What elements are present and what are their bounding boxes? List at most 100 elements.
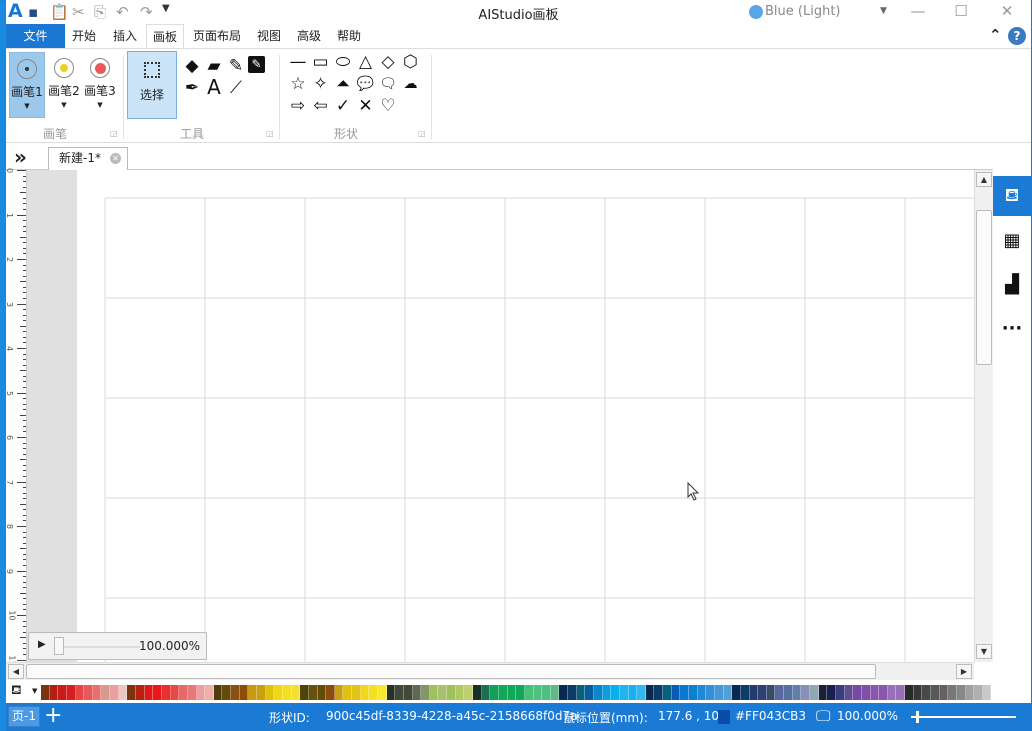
- color-swatch[interactable]: [369, 685, 378, 700]
- speech-oval-shape-icon[interactable]: 💬: [356, 76, 375, 92]
- color-swatch[interactable]: [300, 685, 309, 700]
- color-swatch[interactable]: [265, 685, 275, 700]
- color-swatch[interactable]: [429, 685, 439, 700]
- color-swatch[interactable]: [118, 685, 128, 700]
- select-button[interactable]: 选择: [127, 51, 177, 119]
- color-swatch[interactable]: [498, 685, 508, 700]
- page-tab[interactable]: 页-1: [8, 706, 40, 727]
- pen-2-button[interactable]: 画笔2 ▼: [46, 52, 82, 118]
- drawing-canvas[interactable]: [77, 170, 974, 662]
- rectangle-shape-icon[interactable]: ▭: [312, 52, 329, 72]
- scroll-right-button[interactable]: ▶: [956, 664, 972, 679]
- color-swatch[interactable]: [870, 685, 880, 700]
- color-swatch[interactable]: [602, 685, 612, 700]
- status-zoom-slider[interactable]: [911, 716, 1016, 718]
- color-swatch[interactable]: [317, 685, 327, 700]
- color-swatch[interactable]: [974, 685, 983, 700]
- diamond-shape-icon[interactable]: ◇: [381, 52, 395, 72]
- grid-icon[interactable]: ▦: [1003, 230, 1021, 251]
- color-swatch[interactable]: [879, 685, 888, 700]
- theme-dropdown-icon[interactable]: ▼: [880, 6, 887, 16]
- color-swatch[interactable]: [775, 685, 785, 700]
- color-swatch[interactable]: [784, 685, 793, 700]
- pen-1-button[interactable]: 画笔1 ▼: [9, 52, 45, 118]
- eraser-icon[interactable]: ◆: [185, 56, 199, 76]
- minimize-button[interactable]: —: [910, 2, 926, 20]
- color-swatch[interactable]: [542, 685, 551, 700]
- color-swatch[interactable]: [282, 685, 292, 700]
- color-swatch[interactable]: [516, 685, 525, 700]
- color-swatch[interactable]: [66, 685, 76, 700]
- maximize-button[interactable]: ☐: [954, 2, 968, 20]
- color-swatch[interactable]: [818, 685, 828, 700]
- three-point-star-shape-icon[interactable]: ⏶: [336, 74, 350, 94]
- color-swatch[interactable]: [334, 685, 344, 700]
- paste-icon[interactable]: 📋: [50, 3, 69, 21]
- color-swatch[interactable]: [196, 685, 206, 700]
- image-icon[interactable]: ▟: [1005, 274, 1019, 295]
- eyedropper-icon[interactable]: ⟋: [230, 78, 242, 98]
- close-tab-icon[interactable]: ✕: [110, 153, 121, 164]
- color-swatch[interactable]: [628, 685, 638, 700]
- color-swatch[interactable]: [680, 685, 690, 700]
- color-swatch[interactable]: [291, 685, 301, 700]
- color-swatch[interactable]: [550, 685, 560, 700]
- color-swatch[interactable]: [611, 685, 620, 700]
- color-swatch[interactable]: [481, 685, 491, 700]
- color-swatch[interactable]: [861, 685, 871, 700]
- color-swatch[interactable]: [689, 685, 698, 700]
- zoom-track[interactable]: [55, 646, 140, 648]
- color-swatch[interactable]: [170, 685, 180, 700]
- tab-advanced[interactable]: 高级: [297, 29, 322, 43]
- color-swatch[interactable]: [352, 685, 361, 700]
- color-swatch[interactable]: [144, 685, 154, 700]
- color-swatch[interactable]: [179, 685, 188, 700]
- add-page-icon[interactable]: +: [44, 703, 63, 728]
- color-swatch[interactable]: [732, 685, 741, 700]
- color-swatch[interactable]: [41, 685, 50, 700]
- color-swatch[interactable]: [714, 685, 724, 700]
- clear-icon[interactable]: ▰: [207, 56, 221, 76]
- fill-bucket-icon[interactable]: ⛾: [993, 176, 1031, 216]
- color-swatch[interactable]: [568, 685, 577, 700]
- color-swatch[interactable]: [982, 685, 992, 700]
- color-swatch[interactable]: [386, 685, 396, 700]
- color-swatch[interactable]: [740, 685, 750, 700]
- palette-dropdown-icon[interactable]: ▼: [32, 687, 38, 695]
- check-shape-icon[interactable]: ✓: [335, 96, 351, 116]
- vertical-scroll-thumb[interactable]: [976, 210, 992, 365]
- color-swatch[interactable]: [127, 685, 137, 700]
- color-swatch[interactable]: [455, 685, 465, 700]
- color-swatch[interactable]: [645, 685, 655, 700]
- horizontal-scroll-thumb[interactable]: [26, 664, 876, 679]
- save-icon[interactable]: ▪: [28, 3, 39, 21]
- color-swatch[interactable]: [136, 685, 145, 700]
- color-swatch[interactable]: [637, 685, 646, 700]
- cross-shape-icon[interactable]: ✕: [358, 96, 373, 116]
- star-shape-icon[interactable]: ☆: [290, 74, 306, 94]
- cloud-shape-icon[interactable]: ☁: [403, 76, 418, 92]
- tab-start[interactable]: 开始: [72, 29, 97, 43]
- color-swatch[interactable]: [913, 685, 923, 700]
- hexagon-shape-icon[interactable]: ⬡: [403, 52, 418, 72]
- color-swatch[interactable]: [585, 685, 594, 700]
- color-swatch[interactable]: [490, 685, 499, 700]
- color-swatch[interactable]: [559, 685, 569, 700]
- color-swatch[interactable]: [594, 685, 603, 700]
- triangle-shape-icon[interactable]: △: [358, 52, 373, 72]
- color-swatch[interactable]: [377, 685, 387, 700]
- color-swatch[interactable]: [464, 685, 474, 700]
- color-swatch[interactable]: [956, 685, 966, 700]
- cut-icon[interactable]: ✂: [72, 3, 85, 21]
- color-swatch[interactable]: [939, 685, 949, 700]
- color-swatch[interactable]: [723, 685, 733, 700]
- arrow-right-shape-icon[interactable]: ⇨: [290, 96, 306, 116]
- color-swatch[interactable]: [213, 685, 223, 700]
- menu-file[interactable]: 文件: [6, 24, 65, 48]
- color-swatch[interactable]: [827, 685, 836, 700]
- color-swatch[interactable]: [395, 685, 404, 700]
- color-swatch[interactable]: [844, 685, 854, 700]
- tab-help[interactable]: 帮助: [337, 29, 362, 43]
- color-swatch[interactable]: [412, 685, 422, 700]
- scroll-down-button[interactable]: ▼: [976, 644, 992, 659]
